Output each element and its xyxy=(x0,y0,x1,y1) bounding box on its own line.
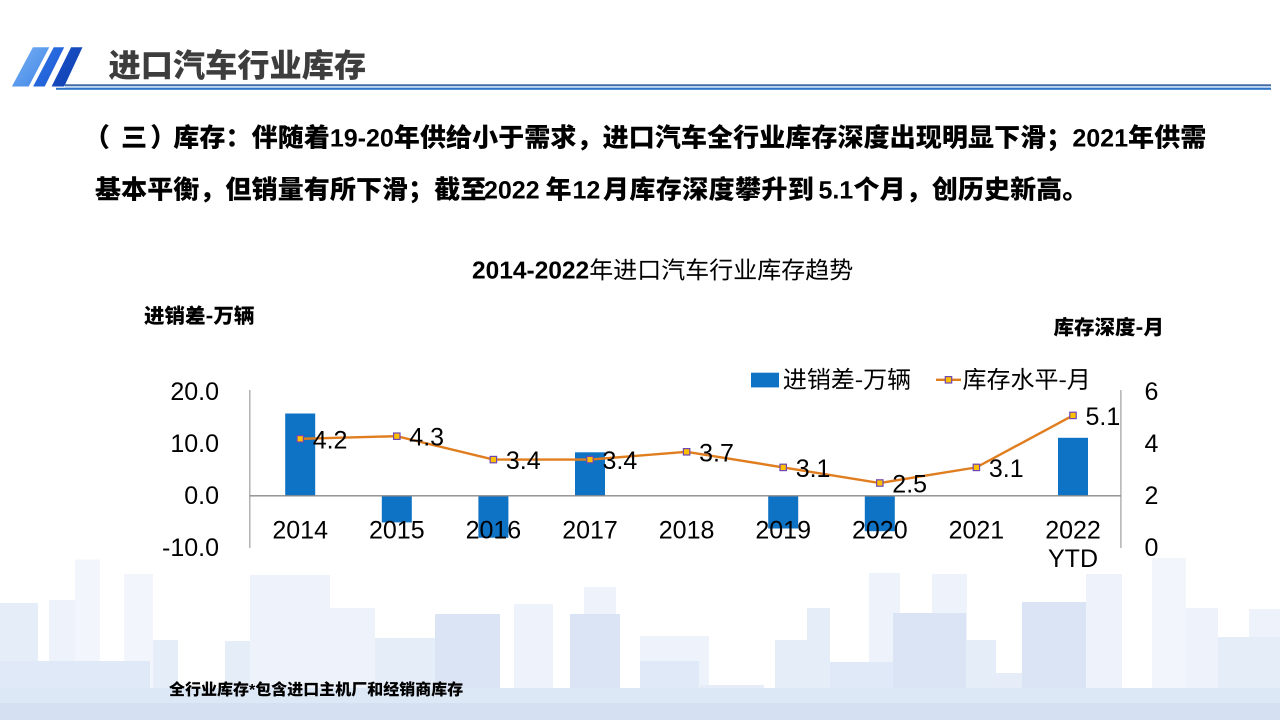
svg-text:3.4: 3.4 xyxy=(603,447,638,475)
svg-text:3.1: 3.1 xyxy=(989,455,1024,483)
svg-text:4.2: 4.2 xyxy=(313,426,348,454)
svg-text:4.3: 4.3 xyxy=(409,424,444,452)
svg-text:0: 0 xyxy=(1145,534,1159,562)
svg-text:2020: 2020 xyxy=(852,517,908,545)
svg-text:3.7: 3.7 xyxy=(699,439,734,467)
svg-text:3.1: 3.1 xyxy=(796,455,831,483)
svg-text:2019: 2019 xyxy=(755,517,811,545)
svg-text:2: 2 xyxy=(1145,482,1159,510)
svg-text:2018: 2018 xyxy=(659,517,715,545)
svg-text:-10.0: -10.0 xyxy=(162,534,219,562)
svg-text:2016: 2016 xyxy=(466,517,522,545)
svg-text:3.4: 3.4 xyxy=(506,447,541,475)
svg-text:10.0: 10.0 xyxy=(170,430,219,458)
svg-text:YTD: YTD xyxy=(1048,545,1098,573)
svg-text:4: 4 xyxy=(1145,430,1159,458)
svg-text:2017: 2017 xyxy=(562,517,618,545)
svg-text:2022: 2022 xyxy=(1045,517,1101,545)
svg-text:6: 6 xyxy=(1145,378,1159,406)
svg-text:20.0: 20.0 xyxy=(170,378,219,406)
svg-text:2021: 2021 xyxy=(949,517,1005,545)
svg-text:5.1: 5.1 xyxy=(1086,403,1121,431)
svg-text:2014: 2014 xyxy=(272,517,328,545)
svg-text:2015: 2015 xyxy=(369,517,425,545)
svg-text:0.0: 0.0 xyxy=(184,482,219,510)
svg-text:2.5: 2.5 xyxy=(892,471,927,499)
